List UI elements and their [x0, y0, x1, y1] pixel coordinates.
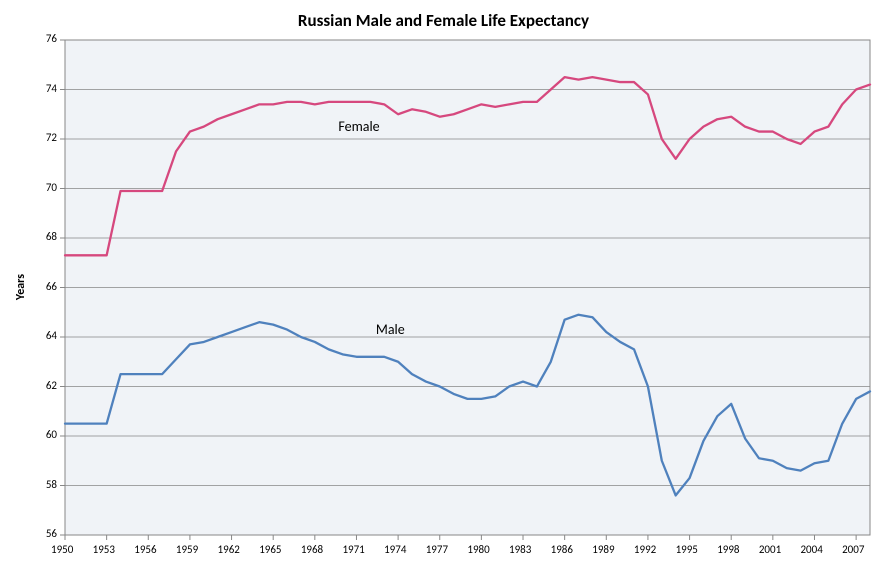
y-tick-label: 70: [46, 181, 57, 194]
y-tick-label: 68: [46, 230, 57, 243]
y-tick-label: 56: [46, 527, 57, 540]
x-tick-label: 1959: [176, 543, 198, 556]
x-tick-label: 1971: [342, 543, 364, 556]
x-tick-label: 1995: [676, 543, 698, 556]
x-tick-label: 1977: [426, 543, 448, 556]
x-tick-label: 1989: [592, 543, 614, 556]
x-tick-label: 1980: [467, 543, 489, 556]
y-tick-label: 64: [46, 329, 57, 342]
x-tick-label: 1992: [634, 543, 656, 556]
series-label-female: Female: [338, 118, 379, 135]
x-tick-label: 2007: [842, 543, 864, 556]
x-tick-label: 2004: [800, 543, 822, 556]
series-label-male: Male: [376, 321, 405, 338]
y-tick-label: 62: [46, 379, 57, 392]
x-tick-label: 1974: [384, 543, 406, 556]
x-tick-label: 1998: [717, 543, 739, 556]
x-tick-label: 1986: [551, 543, 573, 556]
y-tick-label: 72: [46, 131, 57, 144]
y-tick-label: 74: [46, 82, 57, 95]
x-tick-label: 1953: [93, 543, 115, 556]
y-tick-label: 66: [46, 280, 57, 293]
x-tick-label: 1968: [301, 543, 323, 556]
x-tick-label: 1965: [259, 543, 281, 556]
y-tick-label: 58: [46, 478, 57, 491]
y-tick-label: 76: [46, 32, 57, 45]
x-tick-label: 1962: [218, 543, 240, 556]
chart-svg: [0, 0, 887, 576]
x-tick-label: 2001: [759, 543, 781, 556]
y-tick-label: 60: [46, 428, 57, 441]
chart-container: Russian Male and Female Life Expectancy …: [0, 0, 887, 576]
x-tick-label: 1956: [134, 543, 156, 556]
x-tick-label: 1983: [509, 543, 531, 556]
x-tick-label: 1950: [51, 543, 73, 556]
